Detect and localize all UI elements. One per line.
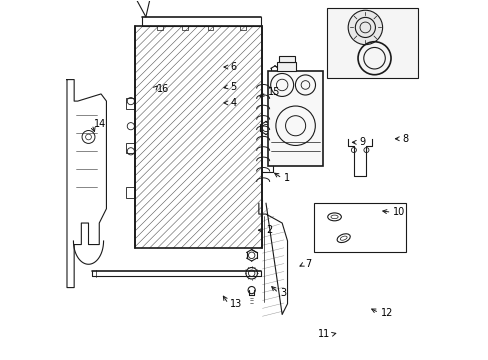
Text: 14: 14 [94,120,106,129]
Text: 4: 4 [230,98,236,108]
Text: 16: 16 [156,84,168,94]
Text: 12: 12 [380,308,392,318]
Text: 6: 6 [230,62,236,72]
Bar [239,26,245,30]
Bar [126,98,135,109]
Text: 1: 1 [284,173,289,183]
Text: 15: 15 [267,87,280,97]
Circle shape [347,10,382,45]
Text: 8: 8 [402,134,407,144]
Bar [278,56,294,62]
Bar [135,26,262,248]
Circle shape [363,48,385,69]
Bar [276,62,296,71]
Bar [126,143,135,153]
Bar [157,26,163,30]
Text: 9: 9 [359,138,365,147]
Text: 2: 2 [265,225,272,235]
Text: 11: 11 [318,329,330,339]
Bar [267,71,323,166]
Text: 13: 13 [230,299,242,309]
Bar [126,187,135,198]
Text: 5: 5 [230,82,236,92]
Bar [326,8,418,78]
Bar [182,26,188,30]
Bar [314,203,405,252]
Bar [207,26,213,30]
Text: 10: 10 [392,207,405,217]
Text: 3: 3 [280,288,286,298]
Text: 7: 7 [305,259,311,269]
